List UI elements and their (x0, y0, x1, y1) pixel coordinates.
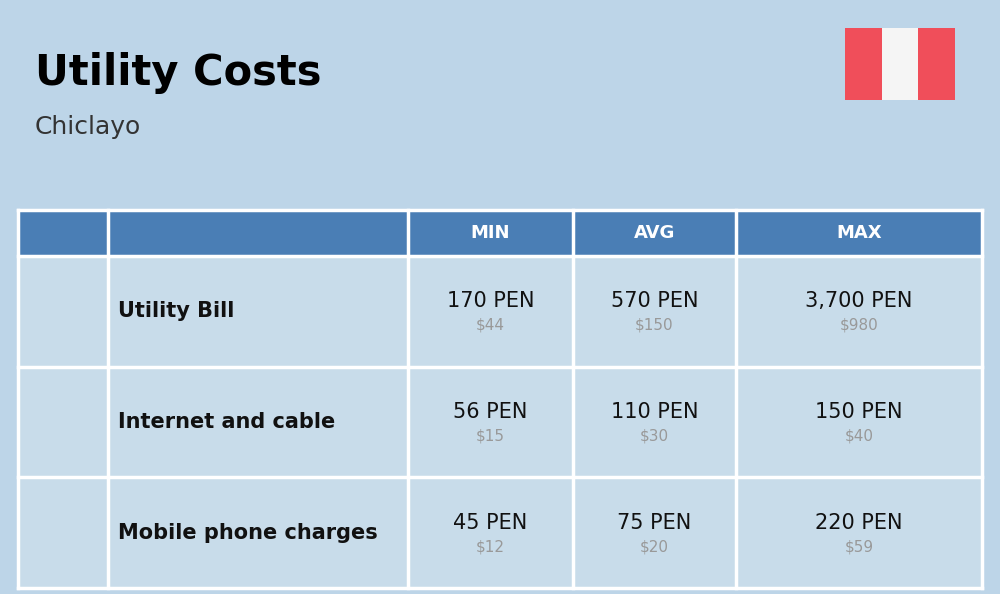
Bar (918, 28, 955, 100)
Text: 3,700 PEN: 3,700 PEN (805, 291, 913, 311)
FancyBboxPatch shape (35, 283, 91, 339)
Bar (18, 256, 982, 366)
Text: 150 PEN: 150 PEN (815, 402, 903, 422)
Text: 220 PEN: 220 PEN (815, 513, 903, 533)
Text: 110 PEN: 110 PEN (611, 402, 698, 422)
Text: Mobile phone charges: Mobile phone charges (118, 523, 378, 543)
Text: MAX: MAX (836, 224, 882, 242)
Text: $12: $12 (476, 539, 505, 554)
Text: 170 PEN: 170 PEN (447, 291, 534, 311)
FancyBboxPatch shape (35, 394, 91, 450)
Bar (882, 28, 918, 100)
Text: Chiclayo: Chiclayo (35, 115, 141, 139)
Bar (18, 366, 982, 478)
Text: $150: $150 (635, 318, 674, 333)
Text: AVG: AVG (634, 224, 675, 242)
Text: 570 PEN: 570 PEN (611, 291, 698, 311)
Text: $20: $20 (640, 539, 669, 554)
Text: Internet and cable: Internet and cable (118, 412, 335, 432)
Text: $30: $30 (640, 428, 669, 444)
Text: MIN: MIN (471, 224, 510, 242)
Text: Utility Bill: Utility Bill (118, 301, 234, 321)
Text: 45 PEN: 45 PEN (453, 513, 528, 533)
FancyBboxPatch shape (35, 505, 91, 561)
Bar (18, 210, 982, 256)
Text: 75 PEN: 75 PEN (617, 513, 692, 533)
Text: 56 PEN: 56 PEN (453, 402, 528, 422)
Text: $15: $15 (476, 428, 505, 444)
Text: $980: $980 (840, 318, 878, 333)
Bar (845, 28, 882, 100)
Text: $44: $44 (476, 318, 505, 333)
Text: $59: $59 (844, 539, 874, 554)
Text: $40: $40 (844, 428, 874, 444)
Bar (18, 478, 982, 588)
Text: Utility Costs: Utility Costs (35, 52, 322, 94)
